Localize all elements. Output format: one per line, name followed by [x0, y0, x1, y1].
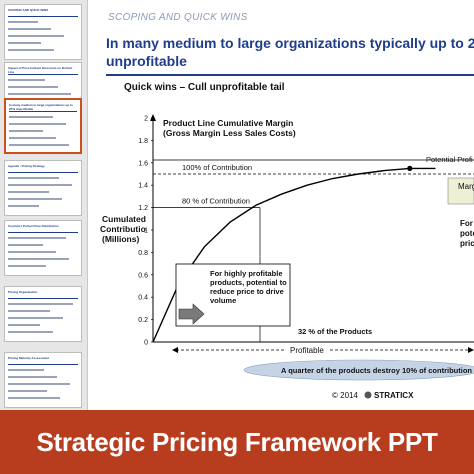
thumbnail-text-line: [8, 237, 66, 239]
profitable-arrow-head-right: [468, 347, 474, 353]
thumbnail-text-line: [8, 397, 60, 399]
thumbnail-text-line: [8, 49, 54, 51]
thumbnail-text-line: [8, 79, 45, 81]
slide-thumbnail[interactable]: In many medium to large organizations up…: [4, 98, 82, 154]
thumbnail-text-line: [8, 205, 39, 207]
thumbnail-text-line: [8, 21, 38, 23]
thumbnail-text-line: [8, 265, 46, 267]
thumbnail-text-line: [8, 177, 59, 179]
thumbnail-rule: [8, 232, 78, 233]
y-tick-label: 1.4: [138, 183, 148, 190]
thumbnail-text-line: [8, 376, 57, 378]
slide-thumbnail-rail[interactable]: SCOPING AND QUICK WINS Impact of Price In…: [0, 0, 88, 410]
profitable-label: Profitable: [290, 346, 324, 355]
thumbnail-text-line: [8, 28, 51, 30]
thumbnail-text-line: [8, 198, 62, 200]
callout-text: For highly profitable products, potentia…: [210, 269, 289, 305]
thumbnail-text-line: [9, 130, 43, 132]
slide-headline: In many medium to large organizations ty…: [106, 35, 474, 69]
slide-thumbnail[interactable]: Customer Pocket Price Distribution: [4, 220, 82, 276]
thumbnail-text-line: [8, 390, 47, 392]
y-tick-label: 0.4: [138, 295, 148, 302]
copyright-text: © 2014: [332, 391, 358, 400]
thumbnail-rule: [8, 298, 78, 299]
slide-canvas: SCOPING AND QUICK WINS In many medium to…: [92, 0, 474, 410]
margin-box: [447, 177, 474, 205]
quarter-note-ellipse: [243, 359, 474, 381]
brand-text: STRATICX: [374, 391, 414, 400]
slide-thumbnail[interactable]: Pricing Organization: [4, 286, 82, 342]
right-note-line-1: For: [460, 219, 473, 228]
thumbnail-text-line: [8, 191, 49, 193]
margin-box-label: Marg: [458, 182, 474, 191]
y-axis-arrow: [150, 114, 156, 121]
thumbnail-text-line: [8, 244, 43, 246]
thumbnail-text-line: [8, 324, 40, 326]
chart-plot-title: Product Line Cumulative Margin (Gross Ma…: [163, 118, 296, 138]
section-label: SCOPING AND QUICK WINS: [108, 12, 248, 23]
y-tick-label: 2: [144, 116, 148, 123]
callout-arrow: [178, 303, 205, 325]
thumbnail-text-line: [9, 137, 56, 139]
thumbnail-rule: [8, 16, 78, 17]
slide-thumbnail-title: In many medium to large organizations up…: [9, 103, 73, 111]
thumbnail-text-line: [9, 144, 69, 146]
thumbnail-text-line: [8, 310, 50, 312]
y-tick-label: 1.6: [138, 160, 148, 167]
thumbnail-rule: [8, 172, 78, 173]
y-tick-label: 1.2: [138, 205, 148, 212]
y-tick-label: 0.2: [138, 317, 148, 324]
slide-thumbnail-title: Customer Pocket Price Distribution: [8, 224, 59, 228]
right-note-line-3: pric: [460, 239, 474, 248]
y-tick-label: 0.6: [138, 272, 148, 279]
stratics-logo-icon: [364, 391, 372, 399]
thumbnail-text-line: [8, 86, 58, 88]
thumbnail-text-line: [8, 331, 53, 333]
banner-title: Strategic Pricing Framework PPT: [36, 427, 438, 457]
y-axis-label: Cumulated Contributio (Millions): [100, 214, 148, 244]
title-banner: Strategic Pricing Framework PPT: [0, 410, 474, 474]
slide-thumbnail[interactable]: Agenda - Pricing Strategy: [4, 160, 82, 216]
profitable-arrow-head-left: [172, 347, 178, 353]
thumbnail-text-line: [9, 116, 53, 118]
thumbnail-text-line: [8, 258, 69, 260]
thumbnail-text-line: [8, 184, 72, 186]
slide-thumbnail-title: SCOPING AND QUICK WINS: [8, 8, 49, 12]
potential-profit-label: Potential Profi: [426, 155, 473, 164]
peak-marker: [407, 165, 413, 171]
thumbnail-text-line: [8, 303, 73, 305]
slide-thumbnail-title: Agenda - Pricing Strategy: [8, 164, 45, 168]
chart-title: Quick wins – Cull unprofitable tail: [124, 82, 285, 93]
thumbnail-text-line: [8, 35, 64, 37]
cumulative-margin-chart: Marg 0 0.2 0.4 0.6 0.8 1 1.2 1.4 1.6 1.8 2 Product…: [100, 114, 474, 400]
y-tick-label: 1: [144, 228, 148, 235]
y-tick-label: 0.8: [138, 250, 148, 257]
slide-thumbnail-title: Pricing Organization: [8, 290, 38, 294]
y-tick-label: 1.8: [138, 138, 148, 145]
thumbnail-rule: [8, 74, 78, 75]
thumbnail-text-line: [8, 251, 56, 253]
thumbnail-rule: [8, 364, 78, 365]
cumulative-margin-curve: [152, 167, 436, 343]
thumbnail-text-line: [8, 42, 41, 44]
thumbnail-text-line: [8, 317, 63, 319]
y-tick-label: 0: [144, 340, 148, 347]
headline-divider: [106, 74, 474, 76]
thumbnail-rule: [9, 111, 77, 112]
slide-thumbnail[interactable]: SCOPING AND QUICK WINS: [4, 4, 82, 60]
slide-thumbnail-title: Impact of Price Indirect Discounts on Bo…: [8, 66, 73, 74]
thumbnail-text-line: [8, 383, 70, 385]
thumbnail-text-line: [8, 369, 44, 371]
thumbnail-text-line: [9, 123, 66, 125]
thumbnail-text-line: [8, 93, 71, 95]
pct-products-label: 32 % of the Products: [298, 327, 372, 336]
slide-thumbnail[interactable]: Pricing Maturity Assessment: [4, 352, 82, 408]
ref-label-80: 80 % of Contribution: [182, 197, 250, 206]
ref-label-100: 100% of Contribution: [182, 163, 252, 172]
slide-thumbnail-title: Pricing Maturity Assessment: [8, 356, 50, 360]
quarter-note-text: A quarter of the products destroy 10% of…: [281, 366, 472, 375]
right-note-line-2: pote: [460, 229, 474, 238]
